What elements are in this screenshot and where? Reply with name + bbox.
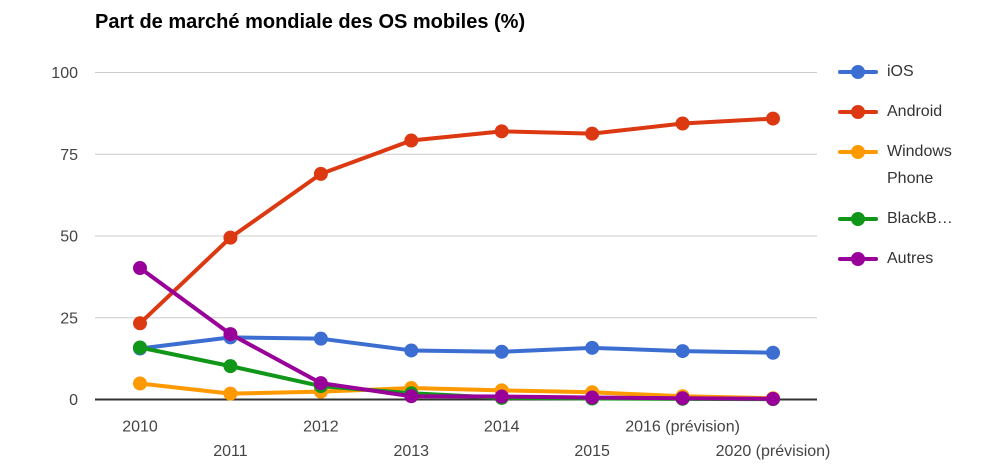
data-point (133, 376, 147, 391)
autres-series-marker-icon (838, 245, 878, 272)
windows-phone-series-marker-icon (838, 138, 878, 165)
data-point (133, 340, 147, 355)
series-line (138, 381, 776, 401)
legend-label: Windows Phone (887, 143, 952, 187)
legend-item-blackberry: BlackB… (838, 205, 984, 232)
data-point (223, 386, 238, 401)
data-point (223, 230, 238, 245)
x-tick-label: 2015 (574, 443, 610, 460)
data-point (675, 391, 690, 406)
legend-item-android: Android (838, 98, 984, 125)
data-point (675, 116, 690, 131)
series-line (138, 335, 776, 355)
legend-item-autres: Autres (838, 245, 984, 272)
data-point (675, 344, 690, 359)
data-point (313, 376, 328, 391)
data-point (585, 340, 600, 355)
data-point (585, 126, 600, 141)
series-line (138, 116, 776, 326)
y-tick-label: 25 (60, 310, 78, 327)
blackberry-series-marker-icon (838, 205, 878, 232)
data-point (133, 261, 147, 276)
y-tick-label: 50 (60, 229, 78, 246)
y-tick-label: 0 (69, 392, 78, 409)
data-point (223, 327, 238, 342)
ios-series-marker-icon (838, 58, 878, 85)
legend-label: iOS (887, 63, 914, 80)
x-tick-label: 2016 (prévision) (625, 419, 740, 436)
x-tick-label: 2020 (prévision) (716, 443, 831, 460)
data-point (766, 345, 781, 360)
x-tick-label: 2010 (122, 419, 158, 436)
data-point (404, 389, 419, 404)
chart-title: Part de marché mondiale des OS mobiles (… (95, 11, 526, 33)
data-point (585, 390, 600, 405)
data-point (313, 166, 328, 181)
legend-label: Autres (887, 250, 934, 267)
legend-label: Android (887, 103, 943, 120)
x-tick-label: 2013 (393, 443, 429, 460)
data-point (133, 316, 147, 331)
data-point (404, 343, 419, 358)
legend: iOS Android Windows Phone BlackB… Autres (838, 58, 984, 285)
legend-label: BlackB… (887, 210, 953, 227)
data-point (494, 124, 509, 139)
data-point (313, 331, 328, 346)
data-point (766, 391, 781, 406)
legend-item-ios: iOS (838, 58, 984, 85)
android-series-marker-icon (838, 98, 878, 125)
data-point (494, 344, 509, 359)
data-point (223, 359, 238, 374)
data-point (404, 133, 419, 148)
series-line (138, 266, 776, 401)
x-tick-label: 2014 (484, 419, 520, 436)
y-tick-label: 75 (60, 147, 78, 164)
x-tick-label: 2012 (303, 419, 339, 436)
legend-item-windows-phone: Windows Phone (838, 138, 984, 192)
x-tick-label: 2011 (213, 443, 248, 460)
data-point (766, 111, 781, 126)
y-tick-label: 100 (51, 65, 78, 82)
data-point (494, 389, 509, 404)
